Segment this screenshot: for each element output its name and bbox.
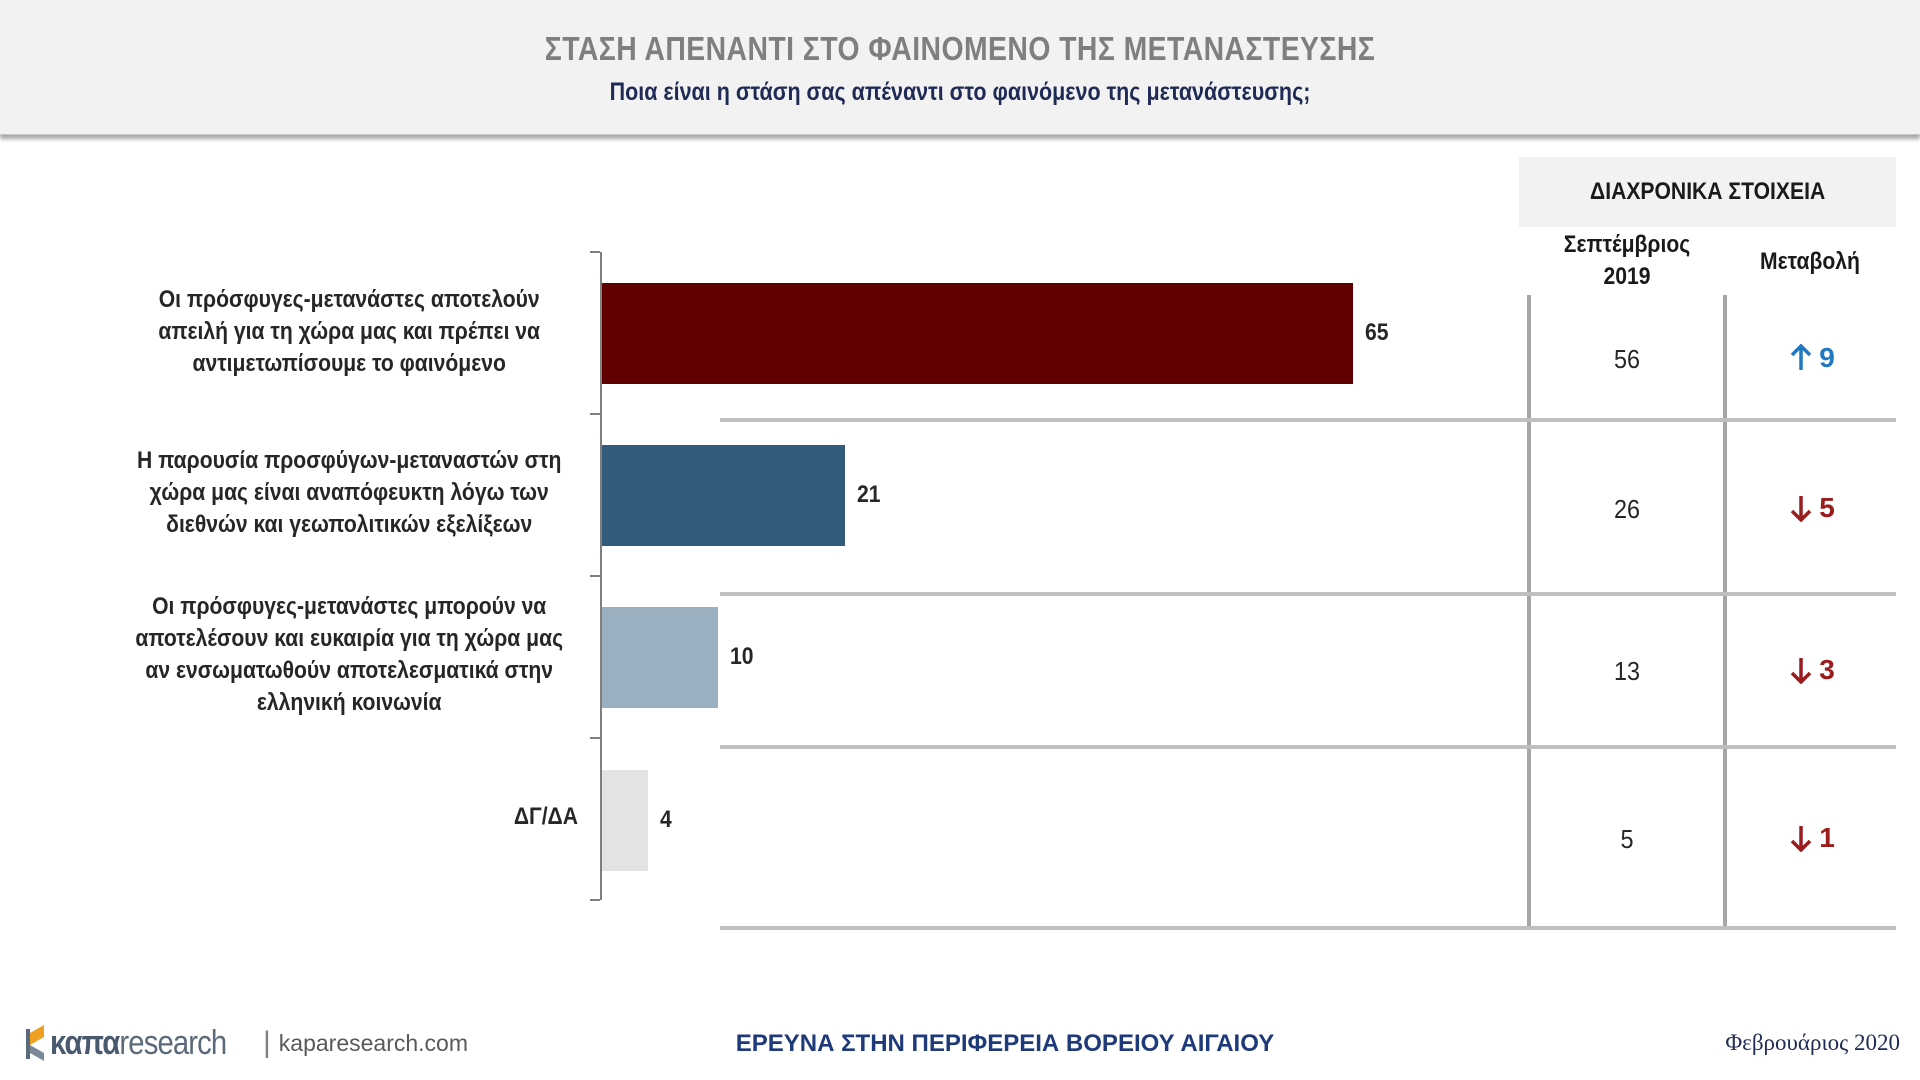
bar-value-label: 65: [1364, 319, 1389, 346]
category-label-line: ΔΓ/ΔΑ: [513, 803, 578, 830]
category-label-line: αντιμετωπίσουμε το φαινόμενο: [192, 350, 506, 377]
category-label-line: Η παρουσία προσφύγων-μεταναστών στη: [136, 447, 562, 474]
category-label: ΔΓ/ΔΑ: [120, 801, 578, 833]
arrow-up-icon: [1790, 344, 1812, 370]
page-subtitle: Ποια είναι η στάση σας απέναντι στο φαιν…: [609, 78, 1311, 106]
company-logo: καπαresearch | kaparesearch.com: [24, 1022, 468, 1064]
arrow-down-icon: [1790, 658, 1812, 684]
history-change-value: 1: [1819, 822, 1835, 853]
history-header-label: ΔΙΑΧΡΟΝΙΚΑ ΣΤΟΙΧΕΙΑ: [1589, 178, 1826, 205]
category-label: Η παρουσία προσφύγων-μεταναστών στη χώρα …: [120, 445, 578, 541]
axis-tick: [590, 899, 600, 901]
logo-wordmark: καπαresearch: [50, 1023, 227, 1062]
history-change: 1: [1722, 822, 1902, 854]
chart-axis: [600, 252, 602, 900]
category-label-line: αν ενσωματωθούν αποτελεσματικά στην: [145, 657, 554, 684]
header-banner: ΣΤΑΣΗ ΑΠΕΝΑΝΤΙ ΣΤΟ ΦΑΙΝΟΜΕΝΟ ΤΗΣ ΜΕΤΑΝΑΣ…: [0, 0, 1920, 135]
axis-tick: [590, 413, 600, 415]
history-change-value: 5: [1819, 492, 1835, 523]
history-change-value: 9: [1819, 342, 1835, 373]
bar-value-label: 4: [660, 806, 672, 833]
table-divider-2: [1723, 295, 1727, 928]
bar: [602, 769, 649, 871]
history-prev-value: 26: [1613, 494, 1641, 524]
category-label: Οι πρόσφυγες-μετανάστες αποτελούν απειλή …: [120, 284, 578, 380]
col-prev-line1: Σεπτέμβριος: [1563, 231, 1691, 258]
category-label-line: Οι πρόσφυγες-μετανάστες μπορούν να: [152, 593, 547, 620]
history-prev-value: 5: [1620, 824, 1634, 854]
history-change: 3: [1722, 654, 1902, 686]
axis-tick: [590, 737, 600, 739]
logo-separator: |: [263, 1026, 271, 1059]
logo-mark-icon: [24, 1023, 48, 1063]
table-row-line-1: [720, 418, 1896, 422]
category-label-line: ελληνική κοινωνία: [256, 689, 442, 716]
arrow-down-icon: [1790, 826, 1812, 852]
bar-value-label: 21: [856, 481, 881, 508]
history-prev-value: 13: [1613, 656, 1641, 686]
history-change: 5: [1722, 492, 1902, 524]
col-change-header: Μεταβολή: [1731, 246, 1889, 278]
category-label: Οι πρόσφυγες-μετανάστες μπορούν να αποτελ…: [120, 591, 578, 719]
history-change: 9: [1722, 342, 1902, 374]
bar-value-label: 10: [729, 643, 753, 670]
axis-tick: [590, 575, 600, 577]
col-prev-line2: 2019: [1603, 263, 1651, 290]
table-row-line-4: [720, 926, 1896, 930]
table-divider-1: [1527, 295, 1531, 928]
arrow-down-icon: [1790, 496, 1812, 522]
page-title: ΣΤΑΣΗ ΑΠΕΝΑΝΤΙ ΣΤΟ ΦΑΙΝΟΜΕΝΟ ΤΗΣ ΜΕΤΑΝΑΣ…: [544, 30, 1376, 67]
history-prev-value: 56: [1613, 344, 1641, 374]
col-prev-header: Σεπτέμβριος 2019: [1557, 229, 1698, 293]
bar: [602, 606, 718, 708]
history-change-value: 3: [1819, 654, 1835, 685]
category-label-line: αποτελέσουν και ευκαιρία για τη χώρα μας: [135, 625, 564, 652]
table-row-line-3: [720, 745, 1896, 749]
bar: [602, 282, 1353, 384]
axis-tick: [590, 251, 600, 253]
company-url: kaparesearch.com: [278, 1029, 468, 1056]
table-row-line-2: [720, 592, 1896, 596]
bar: [602, 444, 845, 546]
category-label-line: απειλή για τη χώρα μας και πρέπει να: [158, 318, 541, 345]
history-header: ΔΙΑΧΡΟΝΙΚΑ ΣΤΟΙΧΕΙΑ: [1519, 157, 1896, 227]
category-label-line: Οι πρόσφυγες-μετανάστες αποτελούν: [158, 286, 540, 313]
survey-title: ΕΡΕΥΝΑ ΣΤΗΝ ΠΕΡΙΦΕΡΕΙΑ ΒΟΡΕΙΟΥ ΑΙΓΑΙΟΥ: [735, 1030, 1275, 1057]
col-change-label: Μεταβολή: [1760, 248, 1860, 275]
category-label-line: χώρα μας είναι αναπόφευκτη λόγω των: [149, 479, 549, 506]
category-label-line: διεθνών και γεωπολιτικών εξελίξεων: [166, 511, 533, 538]
survey-date: Φεβρουάριος 2020: [1725, 1030, 1900, 1055]
